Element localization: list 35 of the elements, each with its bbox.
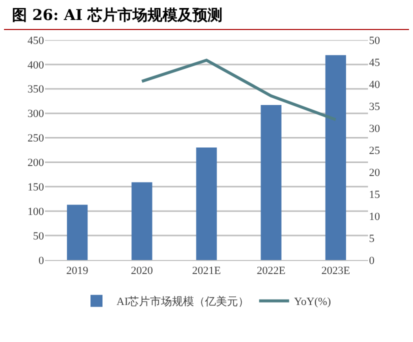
y-tick-label: 0 <box>38 254 44 267</box>
y2-tick-label: 20 <box>369 166 380 179</box>
x-tick-label: 2023E <box>321 265 350 278</box>
x-tick-label: 2019 <box>66 265 89 278</box>
bar <box>66 204 88 260</box>
y2-tick-label: 45 <box>369 56 380 69</box>
y-tick-label: 250 <box>28 132 44 145</box>
y2-tick-label: 15 <box>369 188 380 201</box>
y-tick-label: 450 <box>28 34 44 47</box>
y-tick-label: 200 <box>28 157 44 170</box>
y2-tick-label: 35 <box>369 100 380 113</box>
bar <box>196 148 217 260</box>
line-series <box>140 58 338 122</box>
y-tick-label: 300 <box>28 108 44 120</box>
bar <box>325 55 346 260</box>
y2-tick-label: 0 <box>369 254 375 267</box>
legend-label: YoY(%) <box>294 296 332 308</box>
y-tick-label: 350 <box>28 84 44 96</box>
x-tick-label: 2021E <box>192 265 222 278</box>
y2-tick-label: 10 <box>369 210 380 223</box>
y-tick-label: 150 <box>28 182 44 194</box>
x-tick-label: 2022E <box>256 265 286 278</box>
y-tick-label: 100 <box>28 206 44 218</box>
y-tick-label: 400 <box>28 59 44 72</box>
y-tick-label: 50 <box>33 230 44 242</box>
y2-tick-label: 25 <box>369 144 380 157</box>
y2-tick-label: 5 <box>369 232 375 245</box>
bar <box>260 105 282 260</box>
y2-tick-label: 30 <box>369 122 380 135</box>
y2-tick-label: 50 <box>369 34 380 47</box>
chart-title: 图 26: AI 芯片市场规模及预测 <box>4 0 409 30</box>
x-tick-label: 2020 <box>130 265 154 278</box>
y2-tick-label: 40 <box>369 78 380 91</box>
legend-label: AI芯片市场规模（亿美元） <box>116 295 250 308</box>
bar <box>132 182 152 260</box>
